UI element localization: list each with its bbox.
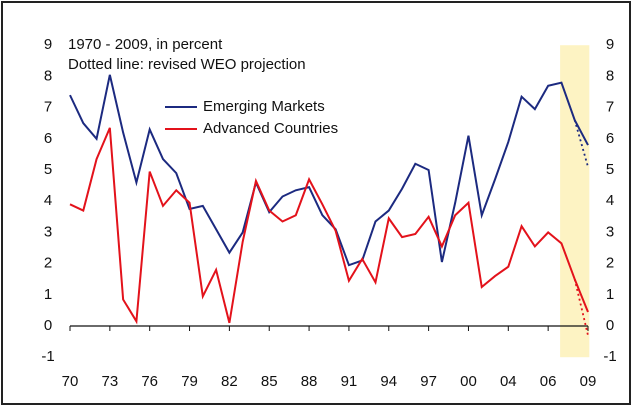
y-tick-label: 2 [44, 255, 52, 272]
x-tick-label: 76 [141, 373, 158, 390]
x-tick-label: 85 [261, 373, 278, 390]
y2-tick-label: 6 [606, 130, 614, 147]
x-tick-label: 04 [500, 373, 517, 390]
y2-tick-label: -1 [603, 348, 616, 365]
x-tick-label: 73 [102, 373, 119, 390]
series-line [69, 127, 589, 325]
y-tick-label: 6 [44, 130, 52, 147]
y2-tick-label: 4 [606, 192, 614, 209]
y2-tick-label: 2 [606, 255, 614, 272]
series-line [69, 74, 589, 267]
y2-tick-label: 9 [606, 36, 614, 53]
projection-line [573, 119, 589, 168]
y-tick-label: 5 [44, 161, 52, 178]
x-tick-label: 70 [62, 373, 79, 390]
legend-label: Emerging Markets [203, 98, 325, 115]
y-tick-label: 7 [44, 99, 52, 116]
y2-tick-label: 3 [606, 223, 614, 240]
x-tick-label: 00 [460, 373, 477, 390]
x-tick-label: 88 [301, 373, 318, 390]
y2-tick-label: 5 [606, 161, 614, 178]
y-tick-label: -1 [41, 348, 54, 365]
x-tick-label: 82 [221, 373, 238, 390]
y-tick-label: 0 [44, 317, 52, 334]
y2-tick-label: 0 [606, 317, 614, 334]
x-tick-label: 97 [420, 373, 437, 390]
y-tick-label: 8 [44, 67, 52, 84]
y-tick-label: 4 [44, 192, 52, 209]
x-tick-label: 06 [540, 373, 557, 390]
y2-tick-label: 7 [606, 99, 614, 116]
y2-tick-label: 1 [606, 286, 614, 303]
annotation: 1970 - 2009, in percent [68, 36, 223, 53]
legend-label: Advanced Countries [203, 120, 338, 137]
y-tick-label: 3 [44, 223, 52, 240]
x-tick-label: 94 [380, 373, 397, 390]
y-tick-label: 1 [44, 286, 52, 303]
x-tick-label: 91 [341, 373, 358, 390]
y-tick-label: 9 [44, 36, 52, 53]
x-tick-label: 79 [181, 373, 198, 390]
x-tick-label: 09 [580, 373, 597, 390]
y2-tick-label: 8 [606, 67, 614, 84]
annotation: Dotted line: revised WEO projection [68, 56, 306, 73]
